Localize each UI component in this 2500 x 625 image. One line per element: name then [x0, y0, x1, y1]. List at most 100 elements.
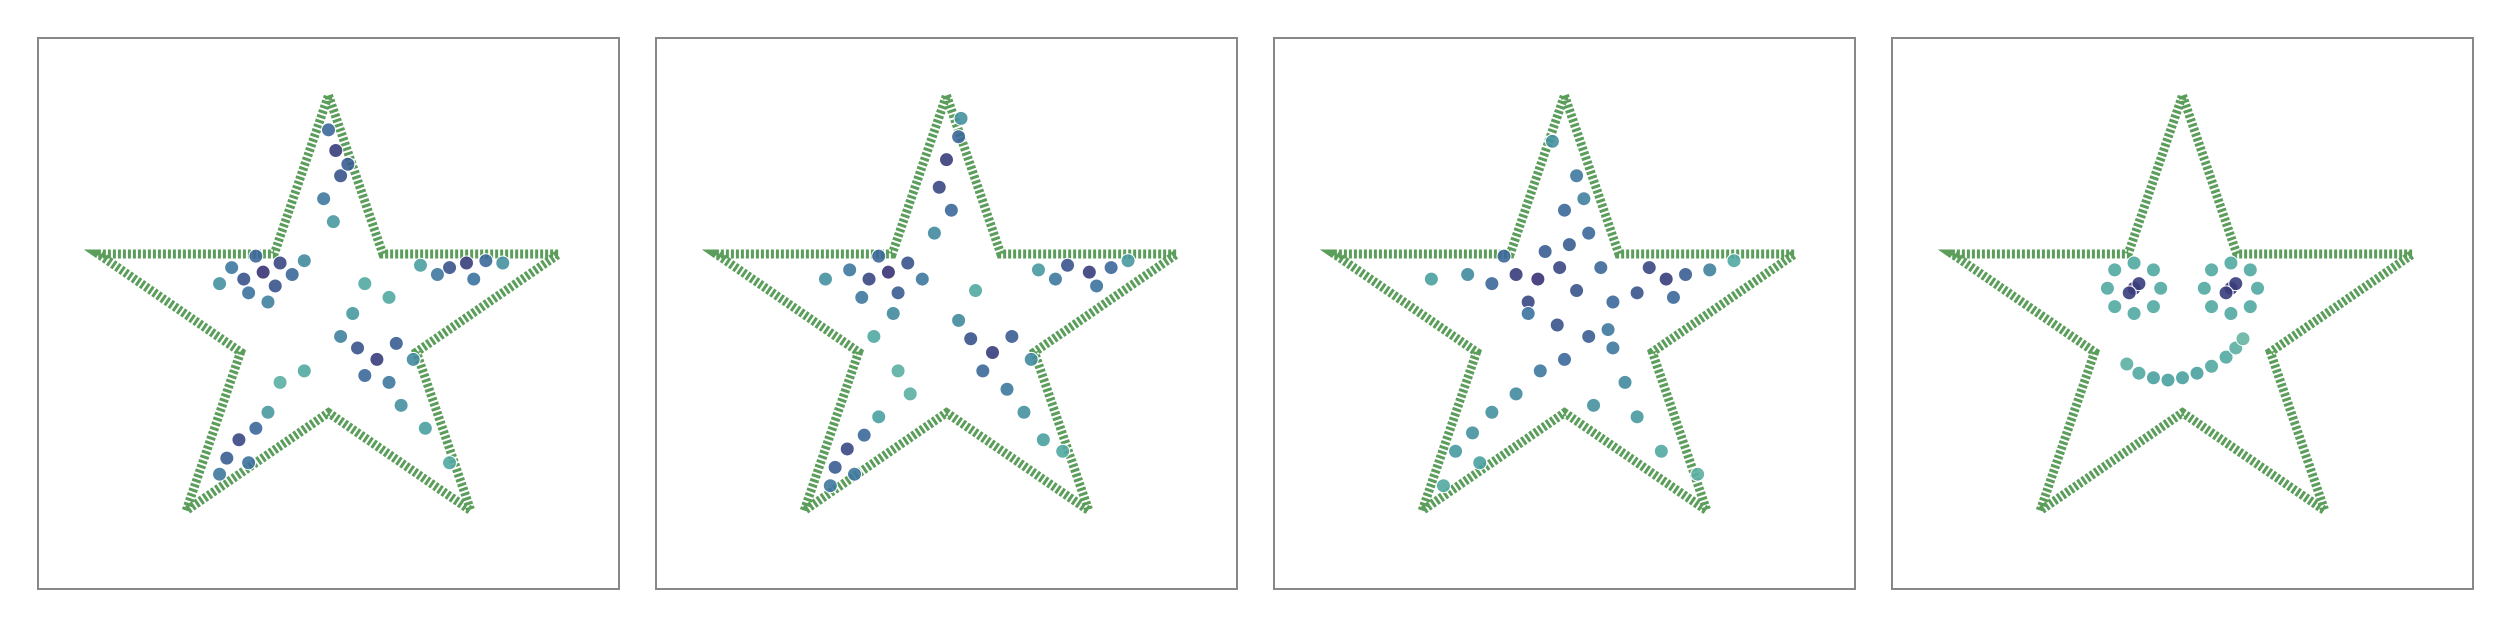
- point: [212, 466, 228, 482]
- point: [333, 168, 349, 184]
- point: [393, 397, 409, 413]
- point: [1520, 306, 1536, 321]
- point: [2131, 276, 2147, 292]
- point: [890, 285, 906, 301]
- point: [325, 214, 341, 230]
- point: [1508, 386, 1524, 402]
- point: [1508, 266, 1524, 282]
- point: [1081, 264, 1097, 280]
- star-outline: [701, 93, 1192, 523]
- panel: [1273, 37, 1856, 590]
- point: [2242, 299, 2258, 315]
- point: [231, 432, 247, 448]
- point: [1678, 266, 1694, 282]
- point: [212, 276, 228, 292]
- point: [1617, 374, 1633, 390]
- point: [2242, 262, 2258, 278]
- point: [847, 466, 863, 482]
- point: [2145, 299, 2161, 315]
- point: [951, 129, 967, 145]
- point: [333, 328, 349, 344]
- point: [495, 255, 511, 271]
- point: [1016, 404, 1032, 420]
- point: [2145, 262, 2161, 278]
- point: [2204, 358, 2220, 374]
- point: [429, 266, 445, 282]
- point: [2223, 255, 2239, 271]
- point: [442, 455, 458, 471]
- point: [1423, 271, 1439, 287]
- point: [1484, 276, 1500, 292]
- point: [272, 374, 288, 390]
- point: [1629, 285, 1645, 301]
- point: [1484, 404, 1500, 420]
- point: [369, 351, 385, 367]
- point: [854, 289, 870, 305]
- point: [388, 335, 404, 351]
- point: [861, 271, 877, 287]
- point: [1605, 294, 1621, 310]
- point: [1576, 191, 1592, 207]
- point: [296, 363, 312, 379]
- point: [267, 278, 283, 294]
- panel: [37, 37, 620, 590]
- point: [2145, 370, 2161, 386]
- point: [2131, 365, 2147, 381]
- point: [381, 289, 397, 305]
- point: [284, 266, 300, 282]
- point: [381, 374, 397, 390]
- point: [1665, 289, 1681, 305]
- point: [1658, 271, 1674, 287]
- point: [890, 363, 906, 379]
- point: [2160, 372, 2176, 388]
- point: [248, 420, 264, 436]
- point: [260, 404, 276, 420]
- point: [1629, 409, 1645, 425]
- point: [856, 427, 872, 443]
- point: [1055, 443, 1071, 459]
- point: [255, 264, 271, 280]
- point: [2121, 285, 2137, 301]
- point: [1532, 363, 1548, 379]
- point: [340, 156, 356, 172]
- point: [1653, 443, 1669, 459]
- point: [2218, 349, 2234, 365]
- point: [321, 122, 336, 138]
- panel: [655, 37, 1238, 590]
- point: [1472, 455, 1488, 471]
- star-outline: [1937, 93, 2428, 523]
- panel-frame: [655, 37, 1238, 590]
- point: [871, 248, 887, 264]
- point: [316, 191, 332, 207]
- point: [1544, 133, 1560, 149]
- point: [817, 271, 833, 287]
- point: [1120, 253, 1136, 269]
- point: [1557, 351, 1572, 367]
- point: [1702, 262, 1718, 278]
- point: [1549, 317, 1565, 333]
- point: [1581, 225, 1597, 241]
- point: [1557, 202, 1572, 218]
- point: [328, 142, 344, 158]
- panel-frame: [1891, 37, 2474, 590]
- point: [880, 264, 896, 280]
- point: [2126, 255, 2142, 271]
- point: [296, 253, 312, 269]
- point: [1726, 253, 1742, 269]
- point: [357, 276, 373, 292]
- point: [1004, 328, 1020, 344]
- point: [241, 455, 257, 471]
- point: [466, 271, 482, 287]
- point: [417, 420, 433, 436]
- point: [2250, 280, 2266, 296]
- point: [939, 152, 954, 168]
- point: [975, 363, 991, 379]
- point: [345, 306, 361, 321]
- point: [1435, 478, 1451, 494]
- point: [1023, 351, 1039, 367]
- point: [1496, 248, 1512, 264]
- point: [2153, 280, 2169, 296]
- point: [968, 283, 984, 299]
- point: [839, 441, 855, 457]
